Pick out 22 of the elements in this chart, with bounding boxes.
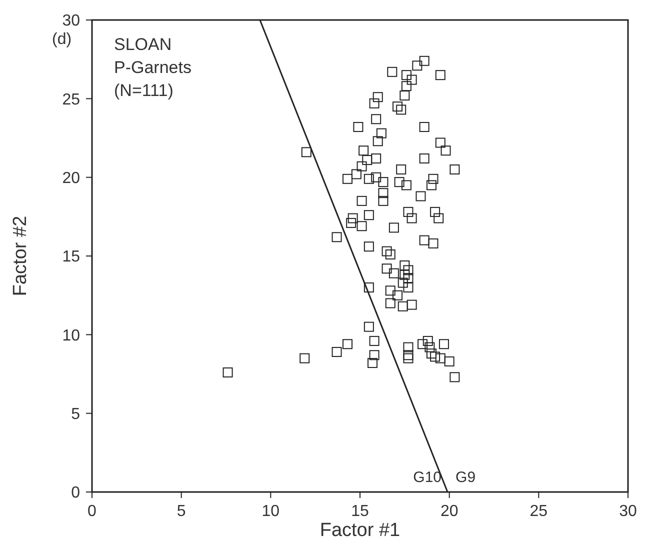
y-tick-label: 25	[62, 91, 80, 108]
x-tick-label: 0	[88, 503, 97, 520]
annotation: G10	[413, 469, 442, 486]
x-tick-label: 10	[262, 503, 280, 520]
x-axis-title: Factor #1	[320, 520, 400, 541]
y-tick-label: 15	[62, 248, 80, 266]
annotation: (N=111)	[114, 81, 174, 100]
y-tick-label: 5	[71, 406, 80, 423]
x-tick-label: 20	[440, 503, 458, 520]
y-tick-label: 10	[62, 327, 80, 344]
annotation: SLOAN	[114, 35, 172, 54]
y-axis-title: Factor #2	[10, 216, 31, 296]
y-tick-label: 30	[62, 12, 80, 30]
annotation: P-Garnets	[114, 58, 192, 77]
annotation: G9	[456, 469, 476, 486]
text: (d)	[52, 31, 72, 48]
y-tick-label: 20	[62, 170, 80, 187]
x-tick-label: 15	[351, 503, 369, 520]
x-tick-label: 25	[530, 503, 548, 520]
x-tick-label: 5	[176, 503, 186, 520]
x-tick-label: 30	[619, 503, 637, 520]
y-tick-label: 0	[71, 484, 80, 502]
